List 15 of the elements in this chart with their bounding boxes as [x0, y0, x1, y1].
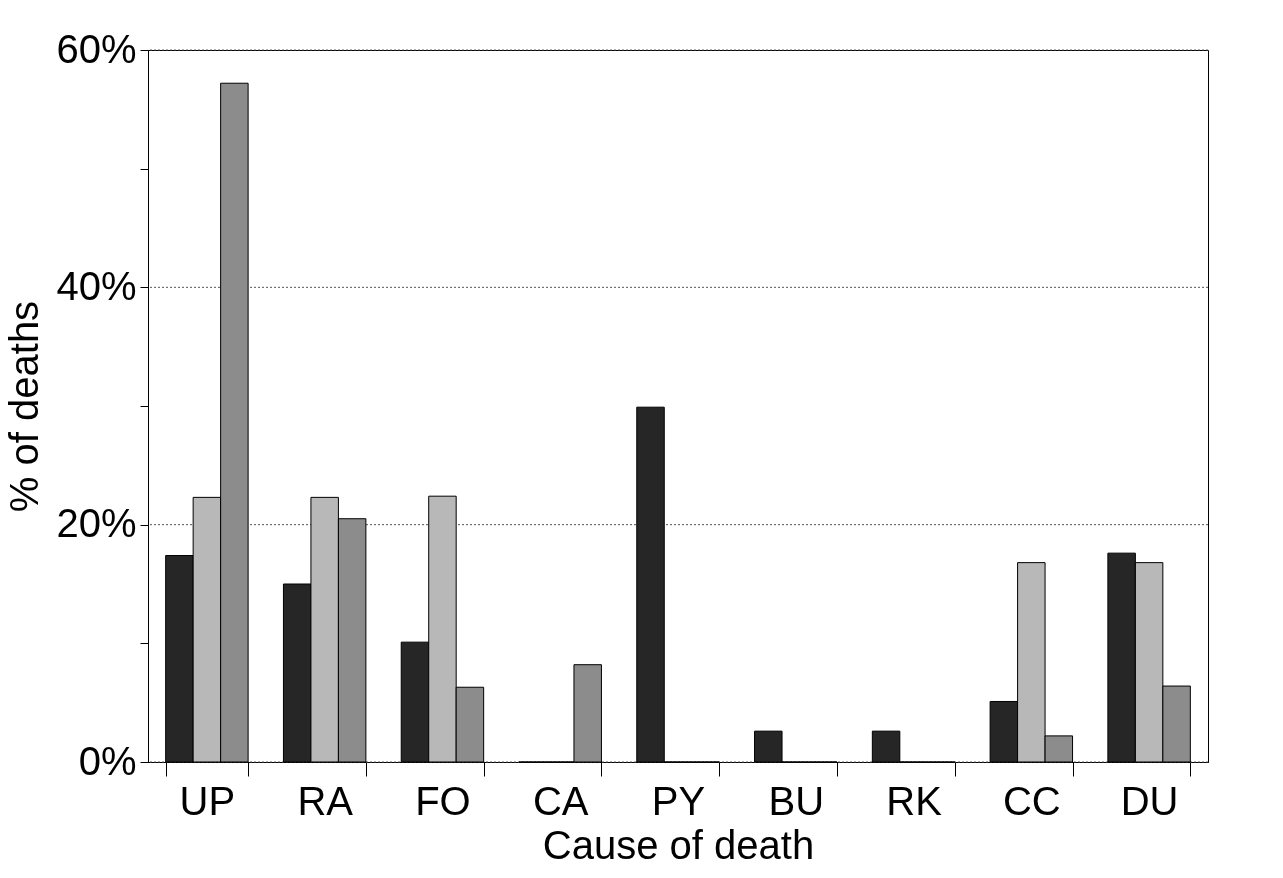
x-tick-label: CC	[1002, 778, 1061, 823]
x-tick-label: PY	[651, 778, 706, 823]
y-tick-label: 40%	[56, 263, 137, 308]
y-tick-label: 60%	[56, 26, 137, 71]
x-tick-label: RK	[886, 778, 943, 823]
x-tick-label: RA	[297, 778, 354, 823]
x-tick-label: UP	[179, 778, 236, 823]
x-tick-label: BU	[768, 778, 825, 823]
x-tick-label: DU	[1120, 778, 1179, 823]
x-tick-label: FO	[415, 778, 471, 823]
y-tick-label: 20%	[56, 501, 137, 546]
y-tick-label: 0%	[78, 738, 137, 783]
y-axis-title: % of deaths	[2, 300, 47, 513]
x-axis-title: Cause of death	[542, 822, 815, 867]
x-tick-label: CA	[532, 778, 589, 823]
